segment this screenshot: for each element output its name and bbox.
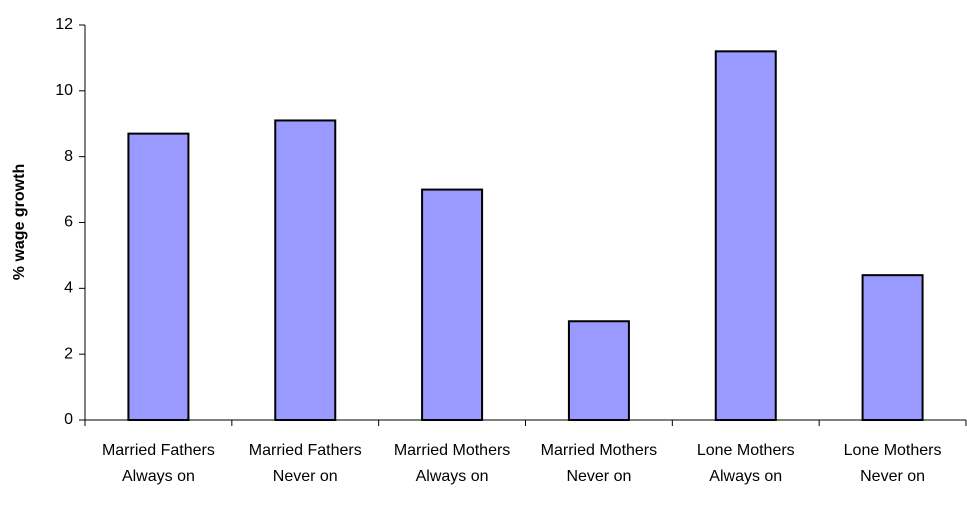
y-tick-label: 12: [55, 16, 73, 33]
x-tick-label: Married Mothers Always on: [393, 442, 511, 485]
y-tick-label: 2: [64, 345, 73, 362]
x-tick-label: Married Fathers Always on: [101, 442, 215, 485]
y-tick-label: 4: [64, 280, 73, 297]
bar: [861, 274, 924, 421]
y-tick-label: 0: [64, 411, 73, 428]
x-tick-label: Married Mothers Never on: [540, 442, 658, 485]
y-tick-label: 10: [55, 82, 73, 99]
bar: [714, 50, 777, 421]
y-tick-label: 6: [64, 214, 73, 231]
x-tick-label: Lone Mothers Never on: [843, 442, 942, 485]
bar: [127, 132, 190, 421]
x-tick-label: Married Fathers Never on: [248, 442, 362, 485]
bar: [567, 320, 630, 421]
y-tick-label: 8: [64, 148, 73, 165]
bar: [421, 188, 484, 421]
bar: [274, 119, 337, 421]
y-axis-label: % wage growth: [11, 164, 28, 280]
x-tick-label: Lone Mothers Always on: [696, 442, 795, 485]
